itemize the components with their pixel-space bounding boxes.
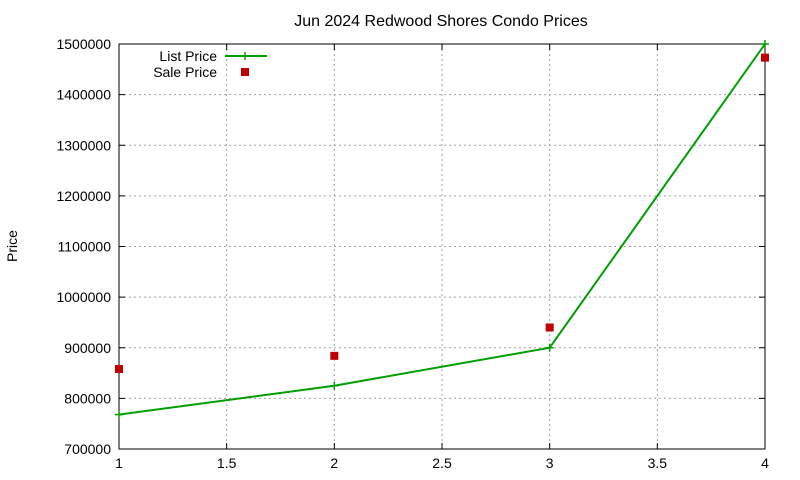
y-tick-label: 1500000 [56,36,111,52]
y-tick-label: 800000 [64,390,111,406]
grid [118,43,766,450]
y-tick-label: 700000 [64,441,111,457]
legend-swatch-marker [241,52,249,60]
sale-price-point [115,365,123,374]
x-tick-label: 3.5 [648,455,668,471]
list-price-point [330,381,339,390]
list-price-line [118,43,766,416]
plot-area [115,40,769,419]
list-price-point [115,410,123,419]
chart-title: Jun 2024 Redwood Shores Condo Prices [294,13,588,30]
x-tick-label: 2 [330,455,338,471]
legend-label: List Price [159,48,217,64]
y-axis-label: Price [4,230,20,262]
list-price-point [761,40,769,48]
sale-price-point [545,323,554,332]
y-tick-label: 1400000 [56,87,111,103]
x-tick-label: 1 [115,455,123,471]
x-tick-label: 3 [546,455,554,471]
y-tick-label: 1000000 [56,289,111,305]
list-price-point [545,343,554,352]
y-tick-label: 1100000 [58,239,112,255]
x-tick-label: 2.5 [432,455,452,471]
sale-price-point [330,351,339,360]
y-tick-label: 900000 [64,340,111,356]
axes: 1 1.5 2 2.5 3 3.5 4 700000 800000 900000 1000000 11… [56,36,769,471]
y-tick-label: 1200000 [56,188,111,204]
legend-swatch-square [241,68,249,76]
x-tick-label: 1.5 [217,455,237,471]
sale-price-point [761,53,769,62]
x-tick-label: 4 [761,455,769,471]
legend-label: Sale Price [153,64,217,80]
y-tick-label: 1300000 [56,137,111,153]
